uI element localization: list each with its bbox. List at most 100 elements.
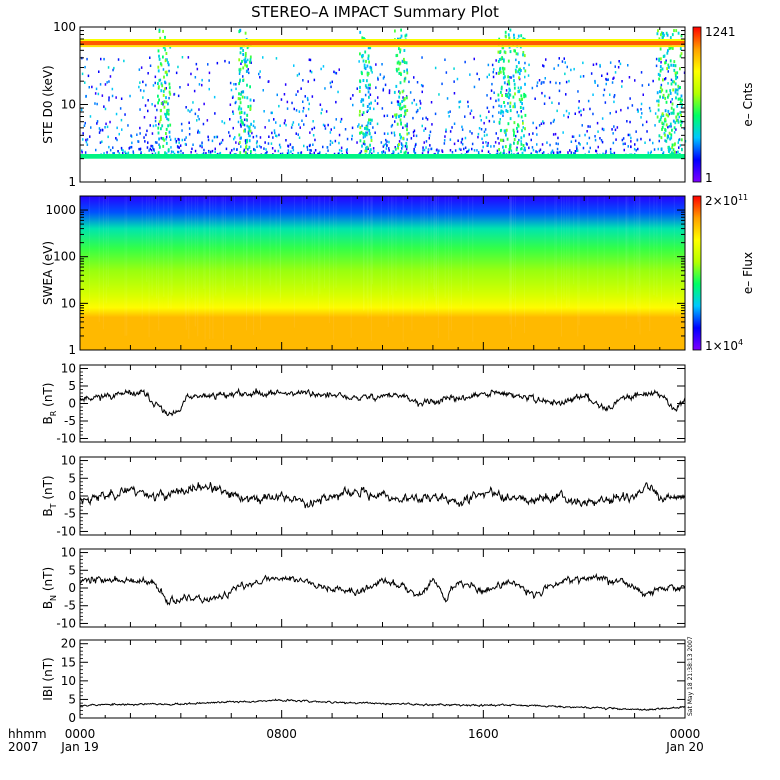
ste-burst-pixel [397,146,399,150]
ste-count-pixel [258,144,261,148]
ste-count-pixel [209,150,212,154]
ste-burst-pixel [671,146,674,149]
ste-count-pixel [307,107,310,111]
ste-burst-pixel [673,80,676,84]
ste-burst-pixel [671,128,673,132]
ste-count-pixel [281,152,284,155]
ste-count-pixel [421,152,424,155]
ste-count-pixel [358,60,360,63]
ste-count-pixel [468,148,470,152]
ste-count-pixel [319,103,322,106]
ste-count-pixel [105,122,107,126]
swea-time-stripe [203,196,205,289]
ste-burst-pixel [680,52,683,56]
ste-count-pixel [111,94,114,98]
ste-count-pixel [570,140,573,143]
swea-time-stripe [185,196,187,330]
ste-count-pixel [492,75,495,79]
ste-burst-pixel [671,143,674,147]
swea-time-stripe [170,196,172,309]
ste-burst-pixel [400,114,402,117]
ste-count-pixel [478,78,480,81]
ste-count-pixel [429,130,432,134]
ste-count-pixel [108,145,110,149]
ste-count-pixel [234,101,237,105]
ste-count-pixel [408,80,410,84]
ste-burst-pixel [680,94,683,98]
ste-count-pixel [231,96,234,99]
ste-burst-pixel [366,64,369,68]
ste-count-pixel [106,151,108,154]
ste-count-pixel [340,117,343,121]
ste-count-pixel [145,133,147,137]
swea-time-stripe [424,196,426,318]
ste-count-pixel [331,80,333,84]
ste-burst-pixel [503,129,506,133]
swea-time-stripe [171,196,173,296]
swea-time-stripe [163,196,165,297]
ste-count-pixel [372,126,374,129]
ste-burst-pixel [498,148,500,151]
ste-burst-pixel [367,46,370,50]
ste-count-pixel [573,67,575,71]
ste-count-pixel [456,77,459,81]
ste-burst-pixel [509,105,512,109]
ste-burst-pixel [509,109,512,113]
ste-burst-pixel [403,97,406,101]
ste-count-pixel [611,128,613,131]
ste-burst-pixel [401,106,404,110]
ste-burst-pixel [666,67,668,71]
ste-count-pixel [536,81,539,84]
ste-count-pixel [393,134,396,137]
ste-burst-pixel [679,102,682,106]
ste-burst-pixel [394,29,396,33]
ste-count-pixel [201,78,203,82]
ste-count-pixel [635,130,637,133]
ste-count-pixel [664,139,666,142]
swea-time-stripe [554,196,556,296]
ste-count-pixel [333,70,335,74]
swea-time-stripe [636,196,638,307]
swea-time-stripe [587,196,589,292]
ste-count-pixel [115,96,117,99]
ste-count-pixel [461,128,464,131]
ste-burst-pixel [157,131,160,135]
ste-burst-pixel [367,57,370,61]
ste-count-pixel [310,70,313,74]
swea-ytick-label: 100 [53,250,76,264]
ste-count-pixel [382,150,385,153]
ste-count-pixel [175,71,178,75]
ste-count-pixel [451,151,454,154]
ste-count-pixel [184,142,187,146]
ste-count-pixel [120,146,123,150]
ste-burst-pixel [359,79,361,83]
ste-count-pixel [268,80,270,83]
ste-count-pixel [361,124,363,128]
ste-count-pixel [124,150,126,154]
ste-count-pixel [491,82,493,86]
ste-count-pixel [85,138,87,142]
ste-count-pixel [494,141,497,144]
ste-burst-pixel [659,86,662,90]
ste-count-pixel [284,119,286,122]
ste-count-pixel [358,123,360,126]
ste-burst-pixel [662,32,665,35]
ste-burst-pixel [500,90,502,94]
ste-burst-pixel [400,107,403,111]
ste-colorbar-label: e– Cnts [741,82,755,126]
ste-burst-pixel [670,133,673,137]
ste-count-pixel [596,121,599,125]
ste-count-pixel [538,149,541,153]
ste-count-pixel [108,96,110,99]
ste-count-pixel [543,102,546,105]
ste-count-pixel [153,149,155,152]
ste-burst-pixel [167,61,169,65]
ste-count-pixel [601,140,604,144]
ste-count-pixel [335,72,338,75]
ste-count-pixel [215,135,218,139]
ste-burst-pixel [505,109,508,113]
ste-count-pixel [338,133,341,137]
ste-count-pixel [607,78,609,81]
ste-count-pixel [488,73,490,76]
ste-burst-pixel [523,134,525,138]
